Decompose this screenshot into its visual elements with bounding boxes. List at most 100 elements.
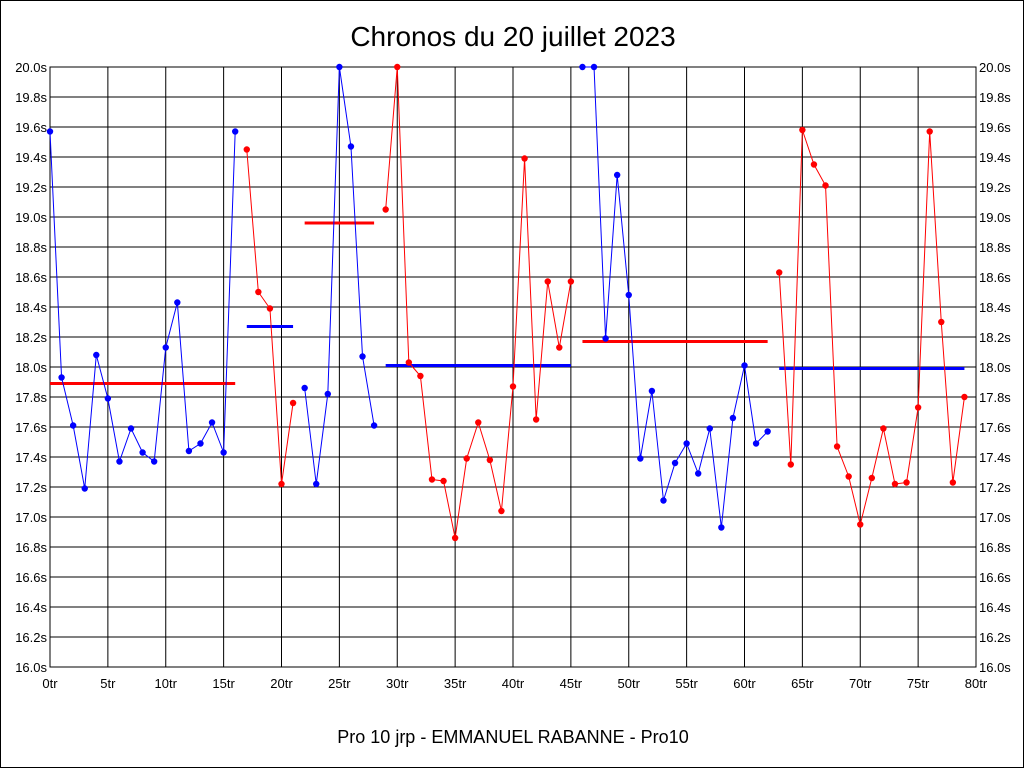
x-tick-label: 30tr [386,676,409,691]
y-tick-label-right: 20.0s [979,60,1011,75]
data-point [278,480,285,488]
x-tick-label: 70tr [849,676,872,691]
y-tick-label-left: 16.8s [15,540,47,555]
data-point [93,351,100,359]
data-point [46,128,54,135]
y-tick-label-left: 19.6s [15,120,47,135]
data-point [475,419,482,426]
data-point [509,383,517,390]
data-point [706,425,713,432]
data-point [208,419,216,426]
y-tick-label-left: 18.0s [15,360,47,375]
y-tick-label-left: 19.8s [15,90,47,105]
data-point [590,63,598,71]
y-tick-label-right: 16.6s [979,570,1011,585]
data-point [556,344,563,351]
data-point [845,473,852,480]
y-tick-label-left: 20.0s [15,60,47,75]
y-tick-label-left: 16.0s [15,660,47,675]
data-point [891,480,899,488]
data-point [648,387,656,395]
data-point [799,126,806,134]
data-point [914,404,922,411]
y-tick-label-left: 18.4s [15,300,47,315]
data-point [185,447,193,455]
y-tick-label-left: 17.8s [15,390,47,405]
y-tick-label-left: 16.2s [15,630,47,645]
x-tick-label: 20tr [270,676,293,691]
y-tick-label-right: 17.4s [979,450,1011,465]
data-point [833,443,841,450]
y-tick-label-right: 16.0s [979,660,1011,675]
data-point [926,128,933,135]
data-point [567,278,575,285]
data-point [718,524,725,531]
x-tick-label: 15tr [212,676,235,691]
data-point [405,359,413,366]
data-point [671,459,679,467]
y-tick-label-right: 19.6s [979,120,1011,135]
y-tick-label-left: 17.2s [15,480,47,495]
y-tick-label-right: 17.2s [979,480,1011,495]
data-point [451,534,459,542]
data-point [197,440,204,447]
data-point [729,414,737,422]
data-point [602,335,609,342]
y-tick-label-right: 18.0s [979,360,1011,375]
y-tick-label-left: 16.6s [15,570,47,585]
data-point [428,476,436,483]
data-point [625,291,632,299]
y-tick-label-right: 18.8s [979,240,1011,255]
data-point [255,288,262,296]
y-tick-label-right: 19.8s [979,90,1011,105]
x-tick-label: 75tr [907,676,930,691]
x-tick-label: 65tr [791,676,814,691]
data-point [162,344,169,351]
data-point [764,428,771,435]
data-point [903,479,910,486]
x-axis-label: Pro 10 jrp - EMMANUEL RABANNE - Pro10 [337,727,688,747]
data-point [336,63,343,71]
y-tick-label-left: 18.8s [15,240,47,255]
data-point [776,269,783,276]
data-point [463,455,470,462]
data-point [498,507,505,515]
series-line [385,66,572,539]
data-point [324,390,331,398]
x-tick-label: 10tr [155,676,178,691]
data-point [394,63,401,71]
data-point [544,278,551,285]
data-point [232,128,239,135]
data-point [637,455,644,462]
data-point [532,416,540,423]
y-tick-label-left: 17.4s [15,450,47,465]
x-tick-label: 0tr [42,676,58,691]
y-tick-label-left: 19.4s [15,150,47,165]
series-line [246,149,294,485]
data-point [174,299,181,306]
y-tick-label-left: 18.2s [15,330,47,345]
y-tick-label-right: 16.4s [979,600,1011,615]
x-tick-label: 80tr [965,676,988,691]
x-tick-label: 45tr [560,676,583,691]
data-point [683,440,690,447]
data-point [880,425,887,432]
data-point [243,146,250,153]
data-point [220,449,227,456]
y-tick-label-left: 19.0s [15,210,47,225]
y-tick-label-left: 17.0s [15,510,47,525]
data-point [787,461,794,468]
data-point [150,458,158,465]
y-tick-label-right: 18.6s [979,270,1011,285]
data-point [417,372,424,380]
x-tick-label: 50tr [618,676,641,691]
x-tick-label: 35tr [444,676,467,691]
data-point [741,362,748,369]
x-tick-label: 55tr [675,676,698,691]
data-point [949,479,957,486]
y-tick-label-right: 19.4s [979,150,1011,165]
data-point [857,521,864,528]
data-point [347,143,355,150]
